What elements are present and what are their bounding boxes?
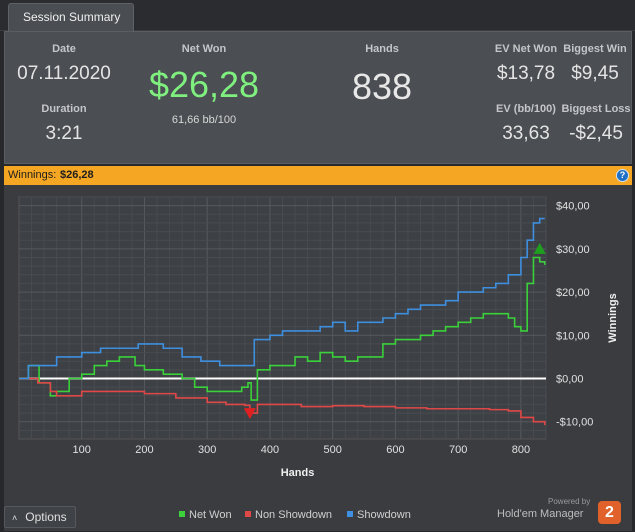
legend-showdown: Showdown [347, 509, 411, 521]
y-axis-label: Winnings [607, 293, 619, 342]
date-value: 07.11.2020 [17, 63, 111, 84]
chart-panel: 100 200 300 400 500 600 700 800 -$10,00 $0,00 $10,… [4, 185, 632, 531]
x-tick-label: 800 [512, 444, 530, 456]
x-tick-label: 100 [73, 444, 91, 456]
max-marker [533, 242, 546, 254]
y-tick-label: $0,00 [556, 374, 584, 386]
legend-non-showdown-label: Non Showdown [255, 509, 333, 521]
powered-by-label: Powered by [548, 497, 591, 506]
session-summary-panel: Date 07.11.2020 Duration 3:21 Net Won $2… [4, 31, 632, 164]
x-tick-label: 500 [324, 444, 342, 456]
duration-value: 3:21 [45, 123, 83, 144]
y-tick-label: $10,00 [556, 330, 590, 342]
legend-showdown-label: Showdown [357, 509, 411, 521]
chevron-up-icon: ˄ [12, 513, 18, 523]
min-marker [243, 408, 256, 420]
y-tick-label: $30,00 [556, 244, 590, 256]
date-label: Date [52, 43, 76, 55]
duration-label: Duration [41, 103, 87, 115]
net-won-bb: 61,66 bb/100 [171, 114, 237, 126]
biggest-win-label: Biggest Win [563, 43, 627, 55]
options-label: Options [25, 510, 67, 524]
net-won-label: Net Won [181, 43, 227, 55]
ev-bb-value: 33,63 [502, 123, 550, 144]
winnings-value: $26,28 [60, 169, 94, 181]
ev-bb-label: EV (bb/100) [496, 103, 556, 115]
biggest-loss-value: -$2,45 [569, 123, 623, 144]
legend-net-won-label: Net Won [189, 509, 232, 521]
net-won-swatch [179, 511, 185, 517]
net-won-line [19, 256, 546, 401]
winnings-label: Winnings: [8, 169, 57, 181]
y-tick-label: $20,00 [556, 287, 590, 299]
y-tick-label: -$10,00 [556, 417, 593, 429]
showdown-swatch [347, 511, 353, 517]
legend-net-won: Net Won [179, 509, 232, 521]
x-axis-label: Hands [281, 467, 315, 479]
help-icon[interactable]: ? [616, 169, 629, 182]
hands-value: 838 [351, 66, 413, 107]
x-tick-label: 700 [449, 444, 467, 456]
x-tick-label: 600 [386, 444, 404, 456]
tab-session-summary[interactable]: Session Summary [8, 3, 134, 32]
legend-non-showdown: Non Showdown [245, 509, 332, 521]
net-won-value: $26,28 [148, 64, 260, 105]
non-showdown-swatch [245, 511, 251, 517]
non-showdown-line [19, 377, 546, 426]
brand-name: Hold'em Manager [497, 508, 584, 520]
winnings-chart: 100 200 300 400 500 600 700 800 -$10,00 $0,00 $10,… [18, 196, 619, 479]
options-button[interactable]: ˄ Options [4, 506, 76, 528]
hem2-logo-icon: 2 [598, 501, 621, 524]
hands-label: Hands [365, 43, 399, 55]
biggest-loss-label: Biggest Loss [561, 103, 631, 115]
x-tick-label: 400 [261, 444, 279, 456]
biggest-win-value: $9,45 [571, 63, 619, 84]
winnings-bar: Winnings: $26,28 ? [4, 166, 632, 185]
y-tick-label: $40,00 [556, 201, 590, 213]
showdown-line [19, 217, 545, 380]
x-tick-label: 200 [135, 444, 153, 456]
x-tick-label: 300 [198, 444, 216, 456]
ev-net-won-label: EV Net Won [494, 43, 558, 55]
ev-net-won-value: $13,78 [496, 63, 556, 84]
tab-bar: Session Summary [0, 0, 635, 32]
